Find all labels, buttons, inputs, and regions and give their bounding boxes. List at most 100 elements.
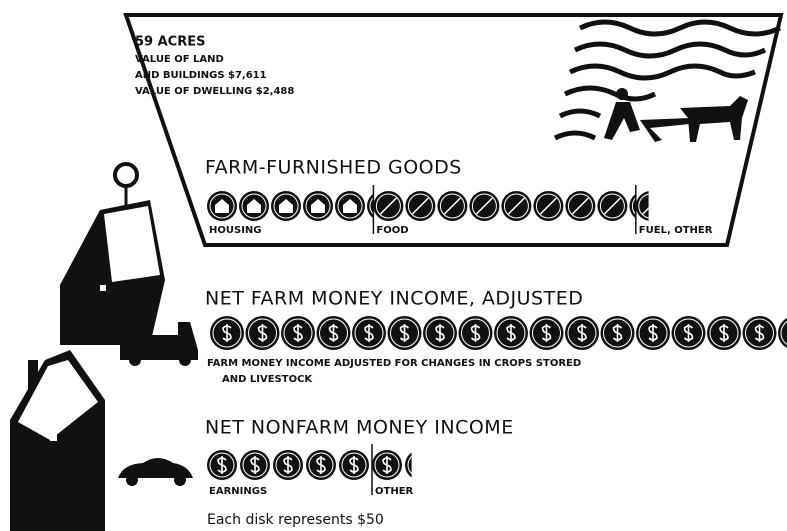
disk-segment: [372, 450, 424, 480]
dollar-sign: [399, 324, 410, 342]
disk-ring: [248, 318, 277, 348]
dollar-sign: [382, 456, 392, 474]
disk-ring: [369, 196, 374, 216]
dollar-sign: [719, 324, 729, 342]
segment-label: OTHER: [375, 486, 414, 497]
disk: [245, 316, 280, 350]
disk: [273, 450, 303, 480]
disk: [671, 316, 706, 350]
disk: [469, 191, 500, 221]
disk: [373, 191, 404, 221]
house-sign: [279, 199, 293, 213]
dollar-sign: [506, 324, 516, 342]
farm-line: VALUE OF LAND: [135, 54, 224, 65]
disk: [635, 191, 649, 221]
disk-ring: [471, 193, 497, 219]
food-sign: [571, 197, 589, 215]
disk-segment: [207, 450, 369, 480]
disk-ring: [503, 193, 529, 219]
food-sign: [411, 197, 429, 215]
disk-ring: [212, 318, 242, 348]
house-sign: [343, 199, 357, 213]
disk-ring: [745, 318, 774, 348]
disk-body: [778, 318, 787, 348]
disk-ring: [241, 193, 267, 219]
dollar-sign: [349, 456, 359, 474]
disk: [367, 193, 374, 219]
dollar-sign: [416, 456, 424, 474]
disk: [207, 191, 237, 221]
disk: [565, 316, 599, 350]
disk: [707, 316, 741, 350]
disk-ring: [305, 193, 331, 219]
disk-ring: [319, 318, 348, 348]
disk: [240, 450, 270, 480]
disk: [352, 316, 386, 350]
dollar-sign: [217, 456, 227, 474]
disk: [281, 316, 315, 350]
dollar-sign: [470, 324, 481, 342]
disk-body: [635, 191, 649, 221]
food-sign: [475, 197, 493, 215]
disk: [600, 316, 635, 350]
disk-ring: [425, 318, 455, 348]
disk-ring: [341, 452, 367, 478]
disk-ring: [374, 452, 400, 478]
disk: [405, 191, 436, 221]
segment-label: EARNINGS: [209, 486, 267, 497]
footnote: Each disk represents $50: [207, 512, 384, 528]
disk-segment: [635, 191, 649, 221]
disk-ring: [532, 318, 561, 348]
disk: [316, 316, 351, 350]
disk: [778, 318, 787, 348]
goods-title: FARM-FURNISHED GOODS: [205, 157, 462, 179]
disk-ring: [407, 455, 412, 475]
disk: [636, 316, 670, 350]
food-sign: [443, 197, 461, 215]
disk: [271, 191, 301, 221]
dollar-sign: [283, 456, 293, 474]
disk: [501, 191, 532, 221]
field-waves: [553, 19, 782, 141]
disk: [239, 191, 269, 221]
disk-ring: [375, 193, 401, 219]
house-sign: [311, 199, 325, 213]
dollar-sign: [328, 324, 339, 342]
house-sign: [215, 199, 229, 213]
disk-ring: [599, 193, 625, 219]
disk-ring: [283, 318, 313, 348]
disk-ring: [275, 452, 301, 478]
disk: [207, 450, 237, 480]
disk-ring: [407, 193, 433, 219]
disk-ring: [308, 452, 334, 478]
disk: [565, 191, 596, 221]
disk: [387, 316, 422, 350]
disk-ring: [780, 320, 787, 346]
nonfarm-title: NET NONFARM MONEY INCOME: [205, 417, 514, 439]
segment-label: HOUSING: [209, 225, 262, 236]
disk-ring: [631, 196, 636, 216]
dollar-sign: [257, 324, 268, 342]
disk: [597, 191, 628, 221]
disk: [306, 450, 336, 480]
dollar-sign: [541, 324, 552, 342]
dollar-sign: [293, 324, 303, 342]
disk-segment: [210, 316, 787, 350]
disk-ring: [461, 318, 490, 348]
disk-segment: [207, 191, 374, 221]
farm-income-note: FARM MONEY INCOME ADJUSTED FOR CHANGES I…: [207, 358, 581, 369]
disk-ring: [273, 193, 299, 219]
farm-buildings: [10, 162, 198, 531]
disk: [339, 450, 369, 480]
food-sign: [379, 197, 397, 215]
dollar-sign: [577, 324, 587, 342]
disk: [423, 316, 457, 350]
disk-ring: [709, 318, 739, 348]
disk: [372, 450, 402, 480]
disk: [210, 316, 244, 350]
disk-ring: [638, 318, 668, 348]
farm-income-title: NET FARM MONEY INCOME, ADJUSTED: [205, 288, 583, 310]
food-sign: [642, 207, 649, 215]
dollar-sign: [316, 456, 326, 474]
